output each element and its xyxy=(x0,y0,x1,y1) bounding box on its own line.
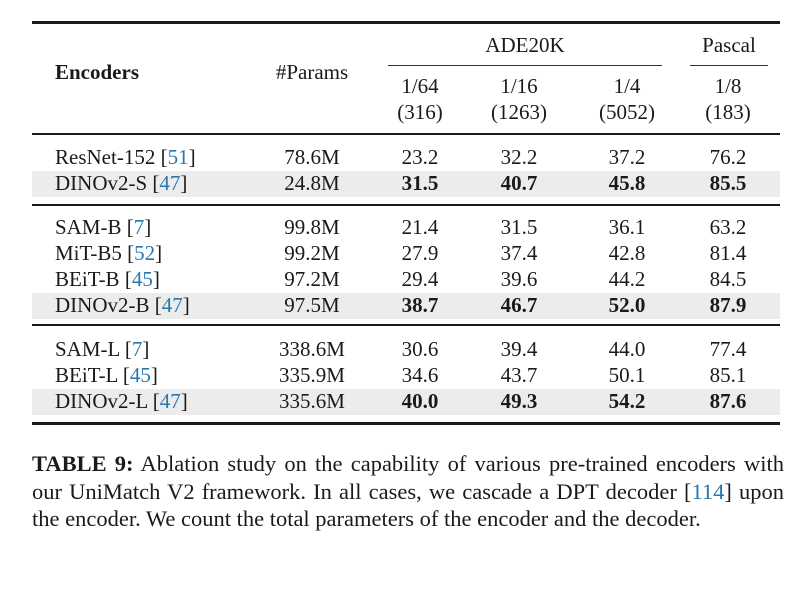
header-params: #Params xyxy=(275,60,349,84)
split-ratio: 1/16 xyxy=(500,74,538,98)
score-value: 43.7 xyxy=(500,363,538,387)
ade20k-cmidrule xyxy=(388,65,662,67)
encoder-label: DINOv2-L xyxy=(55,389,148,413)
header-encoders: Encoders xyxy=(55,60,139,84)
score-value: 50.1 xyxy=(608,363,646,387)
score-value: 37.2 xyxy=(608,145,646,169)
score-value: 85.5 xyxy=(709,171,747,195)
score-value: 49.3 xyxy=(500,389,538,413)
group-rule xyxy=(32,204,780,206)
citation-link[interactable]: 47 xyxy=(161,293,183,317)
encoder-label: MiT-B5 xyxy=(55,241,122,265)
score-value: 42.8 xyxy=(608,241,646,265)
group-rule xyxy=(32,324,780,326)
citation-link[interactable]: 52 xyxy=(134,241,156,265)
encoder-label: SAM-B xyxy=(55,215,122,239)
score-value: 27.9 xyxy=(401,241,439,265)
encoder-name: DINOv2-S [47] xyxy=(55,171,188,195)
bottom-rule xyxy=(32,422,780,425)
score-value: 44.0 xyxy=(608,337,646,361)
encoder-name: BEiT-L [45] xyxy=(55,363,158,387)
score-value: 40.7 xyxy=(500,171,538,195)
caption-text: Ablation study on the capability of vari… xyxy=(32,451,784,504)
params-value: 338.6M xyxy=(279,337,345,361)
header-pascal: Pascal xyxy=(702,33,756,57)
score-value: 31.5 xyxy=(500,215,538,239)
encoder-label: BEiT-B xyxy=(55,267,120,291)
params-value: 335.9M xyxy=(279,363,345,387)
score-value: 87.6 xyxy=(709,389,747,413)
params-value: 97.2M xyxy=(284,267,340,291)
score-value: 45.8 xyxy=(608,171,646,195)
encoder-name: DINOv2-L [47] xyxy=(55,389,188,413)
encoder-name: SAM-L [7] xyxy=(55,337,150,361)
caption-text: ] upon the encoder. We count the total p… xyxy=(32,478,784,532)
encoder-label: BEiT-L xyxy=(55,363,118,387)
score-value: 38.7 xyxy=(401,293,439,317)
score-value: 31.5 xyxy=(401,171,439,195)
highlight-band xyxy=(32,389,780,415)
score-value: 29.4 xyxy=(401,267,439,291)
score-value: 36.1 xyxy=(608,215,646,239)
citation-link[interactable]: 51 xyxy=(167,145,189,169)
encoder-label: DINOv2-B xyxy=(55,293,150,317)
score-value: 77.4 xyxy=(709,337,747,361)
split-count: (5052) xyxy=(599,100,655,124)
header-ade20k: ADE20K xyxy=(485,33,565,57)
caption-citation-link[interactable]: 114 xyxy=(691,478,725,504)
score-value: 30.6 xyxy=(401,337,439,361)
citation-link[interactable]: 47 xyxy=(159,389,181,413)
encoder-label: SAM-L xyxy=(55,337,120,361)
params-value: 99.8M xyxy=(284,215,340,239)
params-value: 99.2M xyxy=(284,241,340,265)
split-ratio: 1/64 xyxy=(401,74,439,98)
score-value: 54.2 xyxy=(608,389,646,413)
score-value: 21.4 xyxy=(401,215,439,239)
params-value: 335.6M xyxy=(279,389,345,413)
score-value: 81.4 xyxy=(709,241,747,265)
score-value: 37.4 xyxy=(500,241,538,265)
split-ratio: 1/4 xyxy=(613,74,641,98)
encoder-name: DINOv2-B [47] xyxy=(55,293,190,317)
encoder-label: ResNet-152 xyxy=(55,145,156,169)
citation-link[interactable]: 45 xyxy=(131,267,153,291)
citation-link[interactable]: 7 xyxy=(131,337,143,361)
citation-link[interactable]: 45 xyxy=(129,363,151,387)
citation-link[interactable]: 7 xyxy=(133,215,145,239)
encoder-name: ResNet-152 [51] xyxy=(55,145,196,169)
score-value: 23.2 xyxy=(401,145,439,169)
score-value: 84.5 xyxy=(709,267,747,291)
encoder-name: MiT-B5 [52] xyxy=(55,241,163,265)
score-value: 39.4 xyxy=(500,337,538,361)
encoder-label: DINOv2-S xyxy=(55,171,148,195)
score-value: 32.2 xyxy=(500,145,538,169)
split-ratio: 1/8 xyxy=(714,74,742,98)
params-value: 97.5M xyxy=(284,293,340,317)
score-value: 76.2 xyxy=(709,145,747,169)
score-value: 52.0 xyxy=(608,293,646,317)
citation-link[interactable]: 47 xyxy=(159,171,181,195)
mid-rule xyxy=(32,133,780,135)
highlight-band xyxy=(32,171,780,197)
params-value: 24.8M xyxy=(284,171,340,195)
score-value: 63.2 xyxy=(709,215,747,239)
score-value: 34.6 xyxy=(401,363,439,387)
highlight-band xyxy=(32,293,780,319)
top-rule xyxy=(32,21,780,24)
score-value: 39.6 xyxy=(500,267,538,291)
table-caption: TABLE 9: Ablation study on the capabilit… xyxy=(32,450,784,533)
score-value: 87.9 xyxy=(709,293,747,317)
encoder-name: SAM-B [7] xyxy=(55,215,152,239)
score-value: 46.7 xyxy=(500,293,538,317)
split-count: (1263) xyxy=(491,100,547,124)
split-count: (316) xyxy=(397,100,443,124)
score-value: 85.1 xyxy=(709,363,747,387)
split-count: (183) xyxy=(705,100,751,124)
score-value: 44.2 xyxy=(608,267,646,291)
encoder-name: BEiT-B [45] xyxy=(55,267,160,291)
caption-label: TABLE 9: xyxy=(32,451,134,476)
pascal-cmidrule xyxy=(690,65,768,67)
score-value: 40.0 xyxy=(401,389,439,413)
params-value: 78.6M xyxy=(284,145,340,169)
